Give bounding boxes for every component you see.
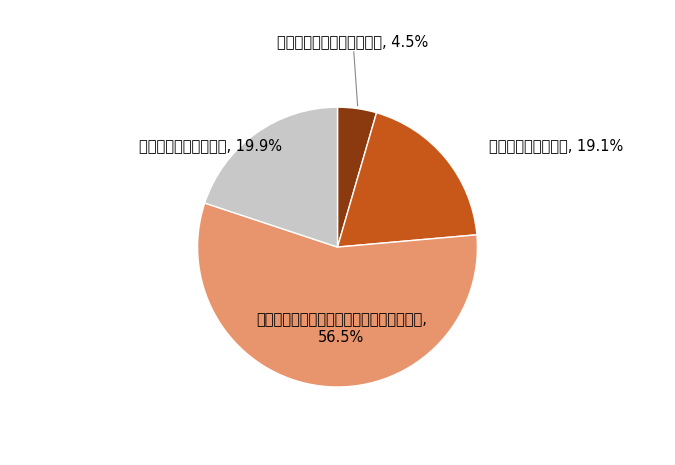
Text: 採用するつもりはない, 19.9%: 採用するつもりはない, 19.9% xyxy=(139,139,282,153)
Text: 採用を検討している, 19.1%: 採用を検討している, 19.1% xyxy=(489,139,623,153)
Wedge shape xyxy=(205,107,338,247)
Wedge shape xyxy=(338,107,377,247)
Wedge shape xyxy=(198,203,477,387)
Wedge shape xyxy=(338,113,477,247)
Text: 現在、自宅で採用している, 4.5%: 現在、自宅で採用している, 4.5% xyxy=(277,34,429,106)
Text: 住宅を購入する際には、採用を検討したい,
56.5%: 住宅を購入する際には、採用を検討したい, 56.5% xyxy=(256,312,427,345)
